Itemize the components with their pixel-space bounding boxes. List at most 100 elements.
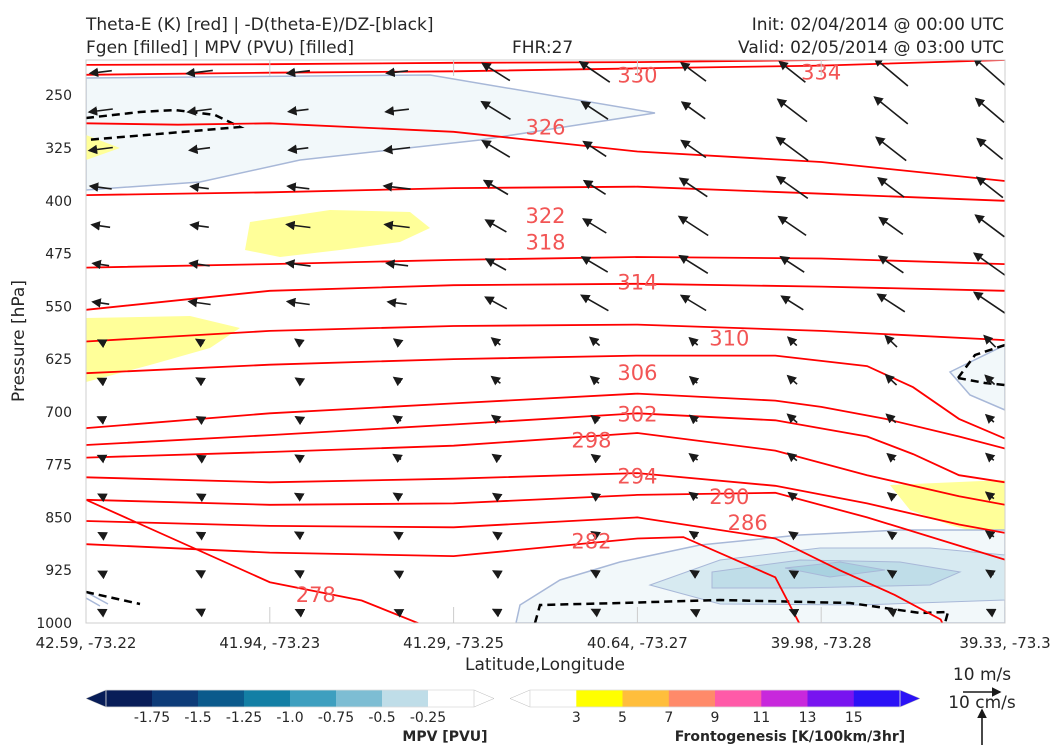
wind-vector <box>984 374 996 386</box>
mpv-colorbar: -1.75 -1.5 -1.25 -1.0 -0.75 -0.5 -0.25 <box>85 689 495 726</box>
wind-vector <box>294 415 306 426</box>
wind-vector <box>582 218 607 234</box>
wind-vector <box>490 375 502 386</box>
colorbar-tick-label: 11 <box>752 710 770 726</box>
wind-vector <box>886 492 898 502</box>
theta-e-contour <box>86 323 1005 343</box>
fgen-region <box>890 480 1005 540</box>
wind-vector <box>974 97 1005 124</box>
wind-vector <box>877 176 905 198</box>
y-axis-label: Pressure [hPa] <box>9 280 29 402</box>
theta-e-label: 302 <box>617 403 657 427</box>
stability-contour <box>86 108 245 142</box>
colorbar-segment <box>668 690 716 707</box>
y-tick-label: 850 <box>45 510 72 526</box>
wind-vector <box>788 531 799 541</box>
wind-vector <box>589 375 601 386</box>
wind-vector <box>294 377 306 387</box>
wind-vector <box>984 491 996 502</box>
wind-vector <box>287 105 309 116</box>
colorbar-segment <box>152 690 199 707</box>
wind-vector <box>195 608 206 618</box>
colorbar-segment <box>106 690 153 707</box>
chart-title-line2: Fgen [filled] | MPV (PVU) [filled] <box>86 38 355 58</box>
wind-vector <box>195 416 207 426</box>
y-tick-label: 400 <box>45 194 72 210</box>
wind-vector <box>588 336 601 347</box>
theta-e-contour <box>86 491 1005 561</box>
wind-vector <box>294 608 306 618</box>
wind-vector <box>90 221 111 231</box>
wind-vector <box>189 221 209 231</box>
wind-vector <box>187 297 211 308</box>
wind-vector <box>688 414 700 425</box>
wind-vector <box>590 492 602 502</box>
chart-title-line1: Theta-E (K) [red] | -D(theta-E)/DZ-[blac… <box>86 15 434 35</box>
wind-vector <box>294 338 305 348</box>
y-tick-label: 700 <box>45 405 72 421</box>
wind-vector <box>393 570 405 580</box>
wind-vector <box>294 570 305 579</box>
wind-vector <box>873 96 909 125</box>
fgen-colorbar: 3 5 7 9 11 13 15 <box>509 689 921 726</box>
wind-vector <box>490 414 502 425</box>
wind-vector <box>87 106 113 116</box>
wind-vector <box>678 254 709 274</box>
wind-vector <box>285 220 311 231</box>
wind-vector <box>590 608 602 618</box>
wind-vector <box>384 106 409 116</box>
wind-vector <box>786 336 798 347</box>
colorbar-segment <box>244 690 291 707</box>
wind-vector <box>491 453 503 464</box>
wind-vector <box>481 139 511 158</box>
wind-vector <box>984 452 996 463</box>
wind-vector <box>96 339 108 349</box>
colorbar-segment <box>715 690 762 707</box>
wind-vector <box>97 532 109 541</box>
colorbar-tick-label: -1.25 <box>226 710 262 726</box>
wind-vector <box>679 294 707 312</box>
wind-vector <box>884 373 898 386</box>
wind-vector <box>195 377 206 387</box>
colorbar-extend-left <box>509 689 531 708</box>
wind-vector <box>680 101 706 120</box>
wind-vector <box>392 376 404 387</box>
valid-time: Valid: 02/05/2014 @ 03:00 UTC <box>738 38 1004 58</box>
wind-vector <box>294 454 305 464</box>
wind-vector <box>96 377 108 387</box>
y-tick-label: 625 <box>45 352 72 368</box>
colorbar-extend-left <box>85 689 107 708</box>
y-tick-label: 250 <box>45 88 72 104</box>
wind-vector <box>580 294 609 312</box>
wind-vector <box>186 106 212 116</box>
wind-vector <box>97 570 108 580</box>
wind-vector <box>886 608 898 618</box>
theta-e-label: 282 <box>571 529 611 553</box>
wind-vector <box>775 136 809 162</box>
theta-e-label: 326 <box>525 116 565 140</box>
theta-e-contour <box>86 185 1005 202</box>
wind-vector <box>678 177 708 198</box>
wind-vector <box>688 491 699 502</box>
wind-vector <box>582 179 607 195</box>
wind-vector <box>383 220 410 231</box>
wind-vector <box>392 453 403 463</box>
theta-e-label: 318 <box>525 230 565 254</box>
theta-e-label: 294 <box>617 465 657 489</box>
wind-vector <box>590 531 601 541</box>
wind-vector <box>87 144 113 155</box>
wind-vector <box>194 338 206 348</box>
wind-vector <box>91 259 110 270</box>
x-tick-label: 39.98, -73.28 <box>771 634 872 652</box>
colorbar-tick-label: 7 <box>664 710 673 726</box>
mpv-region-lower <box>784 561 886 578</box>
colorbar-extend-right <box>473 689 495 708</box>
colorbar-tick-label: -0.25 <box>410 710 446 726</box>
stability-contour <box>86 590 141 606</box>
colorbar-segment <box>622 690 670 707</box>
wind-vector <box>689 609 701 618</box>
wind-vector <box>680 61 707 82</box>
colorbar-tick-label: -1.0 <box>276 710 303 726</box>
wind-vector <box>195 493 207 503</box>
wind-vector <box>285 297 310 308</box>
